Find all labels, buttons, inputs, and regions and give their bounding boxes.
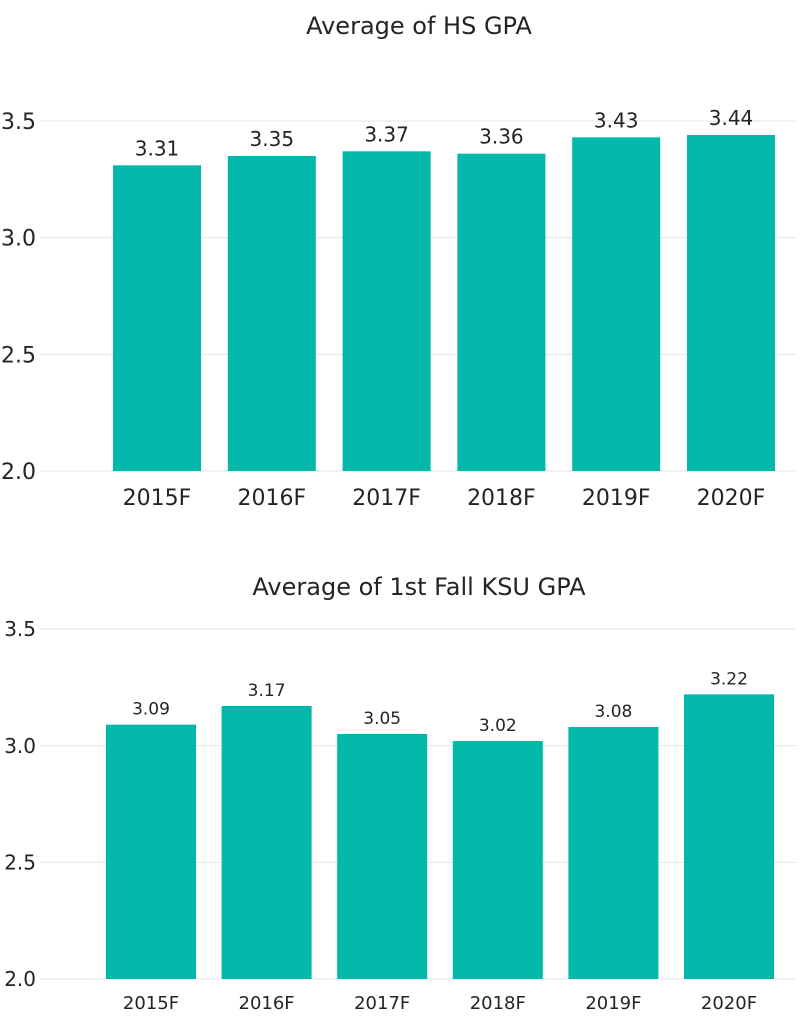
ksu-gpa-y-axis: 2.0 2.5 3.0 3.5 [4, 617, 36, 991]
ksu-gpa-data-label: 3.05 [363, 709, 401, 729]
hs-gpa-data-label: 3.37 [364, 122, 409, 146]
ksu-gpa-bar-2018F[interactable] [452, 741, 543, 979]
hs-gpa-x-tick-label: 2015F [123, 486, 192, 511]
ksu-gpa-bar-2019F[interactable] [568, 727, 659, 979]
hs-gpa-bar-2016F[interactable] [227, 156, 316, 471]
ksu-gpa-chart: Average of 1st Fall KSU GPA 2.0 2.5 3.0 3.5… [4, 573, 796, 1014]
ksu-gpa-bar-2015F[interactable] [106, 724, 196, 979]
ksu-gpa-y-tick-label: 2.0 [4, 967, 36, 991]
hs-gpa-bar-2015F[interactable] [113, 165, 201, 472]
hs-gpa-data-label: 3.31 [135, 136, 180, 160]
hs-gpa-data-label: 3.36 [479, 125, 524, 149]
hs-gpa-bars [113, 135, 775, 472]
hs-gpa-data-label: 3.43 [594, 108, 639, 132]
hs-gpa-bar-2018F[interactable] [457, 153, 546, 471]
hs-gpa-x-tick-label: 2019F [582, 486, 651, 511]
hs-gpa-y-tick-label: 3.5 [1, 110, 36, 135]
hs-gpa-x-tick-label: 2020F [697, 486, 766, 511]
ksu-gpa-bar-2017F[interactable] [337, 734, 428, 979]
hs-gpa-y-axis: 2.0 2.5 3.0 3.5 [1, 110, 36, 485]
hs-gpa-x-tick-label: 2017F [352, 486, 421, 511]
hs-gpa-x-tick-label: 2016F [237, 486, 306, 511]
ksu-gpa-y-tick-label: 3.5 [4, 617, 36, 641]
ksu-gpa-y-tick-label: 2.5 [4, 851, 36, 875]
ksu-gpa-x-tick-label: 2020F [701, 993, 757, 1014]
hs-gpa-data-labels: 3.31 3.35 3.37 3.36 3.43 3.44 [135, 106, 754, 160]
hs-gpa-x-axis: 2015F 2016F 2017F 2018F 2019F 2020F [123, 486, 766, 511]
ksu-gpa-x-tick-label: 2019F [585, 993, 641, 1014]
ksu-gpa-data-labels: 3.09 3.17 3.05 3.02 3.08 3.22 [132, 669, 748, 736]
ksu-gpa-y-tick-label: 3.0 [4, 734, 36, 758]
ksu-gpa-x-tick-label: 2015F [123, 993, 179, 1014]
hs-gpa-bar-2017F[interactable] [342, 151, 431, 472]
hs-gpa-y-tick-label: 2.0 [1, 460, 36, 485]
ksu-gpa-x-tick-label: 2017F [354, 993, 410, 1014]
hs-gpa-chart: Average of HS GPA 2.02.53.03.5 3.31 3.35 3… [1, 12, 796, 511]
ksu-gpa-x-axis: 2015F 2016F 2017F 2018F 2019F 2020F [123, 993, 757, 1014]
ksu-gpa-data-label: 3.08 [594, 702, 632, 722]
hs-gpa-data-label: 3.35 [250, 127, 295, 151]
ksu-gpa-bar-2020F[interactable] [684, 694, 774, 979]
ksu-gpa-chart-title: Average of 1st Fall KSU GPA [252, 573, 586, 601]
hs-gpa-data-label: 3.44 [709, 106, 754, 130]
hs-gpa-bar-2020F[interactable] [687, 135, 775, 471]
ksu-gpa-data-label: 3.22 [710, 669, 748, 689]
ksu-gpa-data-label: 3.17 [248, 681, 286, 701]
hs-gpa-chart-title: Average of HS GPA [306, 12, 532, 40]
ksu-gpa-bar-2016F[interactable] [221, 706, 312, 979]
ksu-gpa-bars [106, 694, 774, 979]
hs-gpa-y-tick-label: 3.0 [1, 227, 36, 252]
hs-gpa-x-tick-label: 2018F [467, 486, 536, 511]
ksu-gpa-data-label: 3.02 [479, 716, 517, 736]
ksu-gpa-x-tick-label: 2018F [470, 993, 526, 1014]
ksu-gpa-data-label: 3.09 [132, 700, 170, 720]
ksu-gpa-x-tick-label: 2016F [239, 993, 295, 1014]
hs-gpa-y-tick-label: 2.5 [1, 343, 36, 368]
hs-gpa-bar-2019F[interactable] [572, 137, 661, 472]
